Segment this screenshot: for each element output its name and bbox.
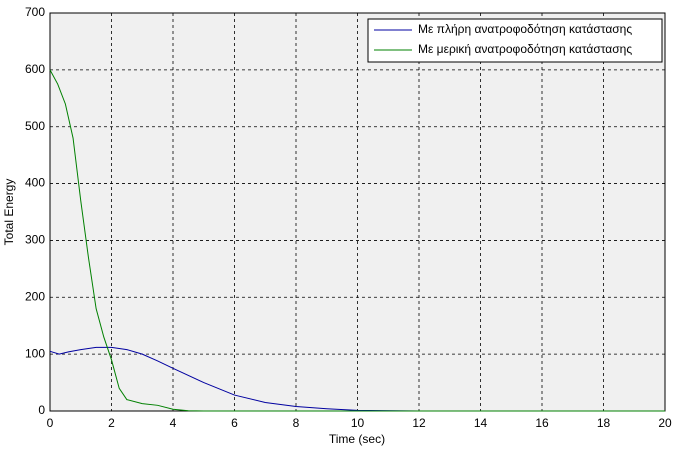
line [49,346,665,412]
legend [367,18,663,63]
x-tick-label: 6 [231,416,238,430]
x-tick-label: 10 [351,416,365,430]
x-tick-label: 18 [597,416,611,430]
x-axis-label: Time (sec) [329,432,385,446]
y-tick-label: 0 [38,403,45,417]
x-tick-label: 2 [108,416,115,430]
y-tick-label: 100 [25,346,45,360]
x-tick-label: 14 [474,416,488,430]
y-tick-label: 700 [25,5,45,19]
x-tick-label: 8 [293,416,300,430]
x-tick-label: 0 [47,416,54,430]
y-tick-label: 200 [25,289,45,303]
y-tick-label: 600 [25,62,45,76]
legend-label: Με μερική ανατροφοδότηση κατάστασης [418,42,632,56]
line [49,69,665,412]
y-tick-label: 400 [25,176,45,190]
x-tick-label: 16 [535,416,549,430]
y-tick-label: 500 [25,119,45,133]
x-tick-label: 12 [412,416,426,430]
x-tick-label: 20 [658,416,672,430]
y-tick-label: 300 [25,233,45,247]
y-axis-label: Total Energy [2,179,16,246]
x-tick-label: 4 [170,416,177,430]
legend-label: Με πλήρη ανατροφοδότηση κατάστασης [418,22,632,36]
